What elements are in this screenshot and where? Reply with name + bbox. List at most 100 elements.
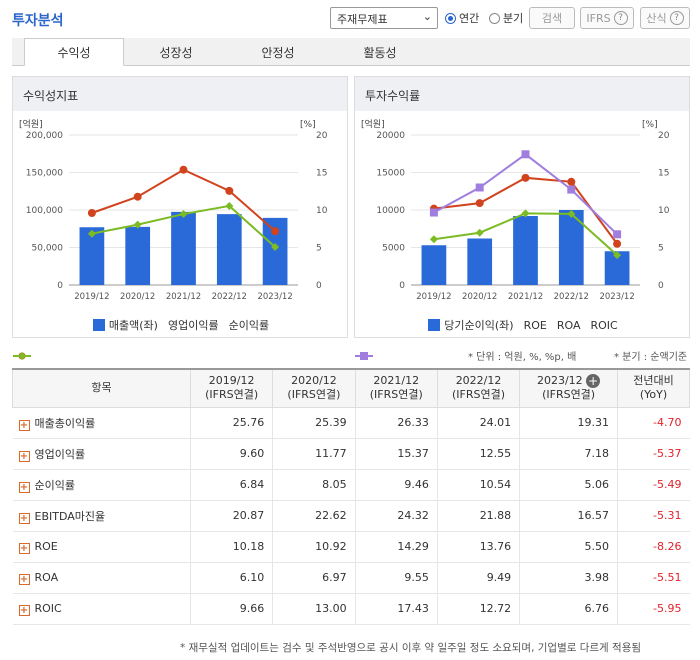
col-header-2021: 2021/12 (IFRS연결) [354,368,438,408]
col-header-sub: (IFRS연결) [542,388,596,402]
expand-plus-icon[interactable]: + [18,481,30,493]
value-cell: 9.46 [354,469,438,501]
y2-tick-label: 0 [658,281,664,291]
tab-stability[interactable]: 안정성 [261,45,295,60]
value-cell: 17.43 [354,593,438,625]
help-icon: ? [613,11,628,25]
expand-plus-icon[interactable]: + [586,374,601,389]
legend-item: ROE [355,318,547,360]
radio-annual[interactable]: 연간 [445,10,479,26]
value-cell: 13.00 [272,593,356,625]
bar [125,226,151,285]
point [521,150,530,159]
value-cell: 16.57 [519,500,618,532]
tab-profitability[interactable]: 수익성 [24,38,124,66]
panel-title: 수익성지표 [13,77,347,111]
y-tick-label: 150,000 [26,169,63,179]
col-header-2020: 2020/12 (IFRS연결) [272,368,356,408]
value-cell: 13.76 [436,531,520,563]
expand-plus-icon[interactable]: + [18,450,30,462]
row-label: EBITDA마진율 [34,509,106,523]
profitability-table: 항목 2019/12 (IFRS연결) 2020/12 (IFRS연결) 2021/… [12,368,690,625]
y2-tick-label: 5 [316,244,322,254]
point [225,201,234,210]
row-label-cell[interactable]: + EBITDA마진율 [12,500,191,532]
row-label: ROIC [34,601,62,615]
ifrs-label: IFRS [586,11,611,25]
value-cell: 8.05 [272,469,356,501]
radio-dot-icon [489,12,500,24]
x-tick-label: 2021/12 [166,292,201,302]
y2-tick-label: 20 [316,131,328,141]
col-header-label: 2023/12 [536,374,583,388]
profitability-chart-panel: 수익성지표 [억원] [%] 0 50,000 100,000 150,000 200,00… [12,76,348,360]
value-cell: 9.66 [189,593,273,625]
point [271,227,280,236]
legend-item: 매출액(좌) [92,317,158,333]
y-tick-label: 100,000 [26,206,63,216]
ifrs-help-button[interactable]: IFRS ? [580,7,634,29]
table-row: + 영업이익률 9.60 11.77 15.37 12.55 7.18 -5.37 [12,438,690,470]
expand-plus-icon[interactable]: + [18,512,30,524]
legend-label: ROA [556,318,581,332]
yoy-cell: -5.31 [617,500,690,532]
y2-tick-label: 15 [658,169,669,179]
page-title: 투자분석 [12,13,64,29]
row-label: 영업이익률 [34,447,86,461]
table-row: + ROIC 9.66 13.00 17.43 12.72 6.76 -5.95 [12,593,690,625]
table-row: + 순이익률 6.84 8.05 9.46 10.54 5.06 -5.49 [12,469,690,501]
yoy-cell: -5.95 [617,593,690,625]
value-cell: 14.29 [354,531,438,563]
search-button[interactable]: 검색 [529,7,575,29]
help-icon: ? [669,11,684,25]
value-cell: 7.18 [519,438,618,470]
point [271,243,280,252]
value-cell: 20.87 [189,500,273,532]
expand-plus-icon[interactable]: + [18,604,30,616]
point [475,183,484,192]
row-label-cell[interactable]: + 영업이익률 [12,438,191,470]
col-header-item: 항목 [12,368,191,408]
value-cell: 26.33 [354,407,438,439]
col-header-label: 항목 [91,381,112,395]
row-label-cell[interactable]: + ROA [12,562,191,594]
point [475,199,484,208]
formula-help-button[interactable]: 산식 ? [640,7,690,29]
expand-plus-icon[interactable]: + [18,419,30,431]
col-header-2023: 2023/12 + (IFRS연결) [519,368,618,408]
tab-activity[interactable]: 활동성 [363,45,397,60]
legend-bar-swatch [92,319,105,331]
legend-label: ROE [523,318,547,332]
x-tick-label: 2022/12 [554,292,589,302]
legend-line-swatch [13,352,31,360]
legend-item: ROIC [355,319,618,360]
legend-item: 영업이익률 [13,317,219,360]
value-cell: 21.88 [436,500,520,532]
legend-label: 영업이익률 [167,319,219,332]
value-cell: 11.77 [272,438,356,470]
statement-select[interactable]: 주재무제표 ⌄ [330,7,438,29]
yoy-cell: -5.49 [617,469,690,501]
col-header-sub: (IFRS연결) [369,388,423,402]
value-cell: 19.31 [519,407,618,439]
point [133,220,142,229]
point [475,228,484,237]
radio-quarter[interactable]: 분기 [489,10,523,26]
y-tick-label: 0 [399,281,405,291]
tab-growth[interactable]: 성장성 [159,45,193,60]
row-label-cell[interactable]: + ROIC [12,593,191,625]
header: 투자분석 주재무제표 ⌄ 연간 분기 검색 IFRS ? 산식 ? [0,0,700,36]
left-axis-unit: [억원] [361,118,385,130]
row-label-cell[interactable]: + ROE [12,531,191,563]
row-label-cell[interactable]: + 매출총이익률 [12,407,191,439]
bar [467,238,493,285]
expand-plus-icon[interactable]: + [18,573,30,585]
expand-plus-icon[interactable]: + [18,542,30,554]
legend-line-swatch [355,352,373,360]
point [521,209,530,218]
value-cell: 10.18 [189,531,273,563]
x-tick-label: 2021/12 [508,292,543,302]
row-label-cell[interactable]: + 순이익률 [12,469,191,501]
right-axis-unit: [%] [642,120,658,130]
legend-item: ROA [355,318,581,360]
